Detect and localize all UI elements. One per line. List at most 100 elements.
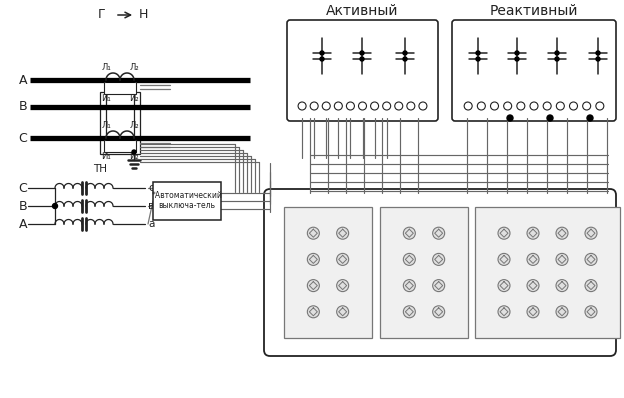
Circle shape [337,227,349,239]
Bar [106,136,134,140]
Circle shape [308,280,319,292]
Circle shape [403,254,416,265]
Circle shape [557,102,564,110]
Text: с: с [148,183,154,193]
Circle shape [432,227,445,239]
Text: В: В [19,199,27,213]
Circle shape [498,254,510,265]
Circle shape [527,254,539,265]
Circle shape [476,57,480,61]
Circle shape [596,102,604,110]
Circle shape [490,102,499,110]
Circle shape [556,280,568,292]
Bar [106,78,134,82]
Text: И₁: И₁ [101,94,111,103]
Text: И₂: И₂ [129,94,139,103]
Circle shape [570,102,577,110]
Circle shape [517,102,525,110]
Text: Н: Н [139,8,148,21]
Circle shape [587,115,593,121]
Circle shape [322,102,330,110]
Circle shape [308,227,319,239]
Circle shape [432,306,445,318]
Text: Активный: Активный [326,4,399,18]
Circle shape [403,280,416,292]
Circle shape [359,102,366,110]
Bar [153,182,221,220]
Circle shape [507,115,513,121]
Circle shape [585,306,597,318]
Text: в: в [148,201,154,211]
Text: С: С [19,131,27,144]
Circle shape [543,102,551,110]
Circle shape [132,150,136,154]
Circle shape [527,280,539,292]
Text: В: В [19,101,27,113]
Circle shape [596,57,600,61]
Circle shape [298,102,306,110]
Text: Л₁: Л₁ [101,121,111,130]
Circle shape [585,254,597,265]
Circle shape [498,227,510,239]
Circle shape [476,51,480,55]
Circle shape [419,102,427,110]
Bar [100,92,140,154]
Circle shape [547,115,553,121]
Circle shape [585,280,597,292]
Circle shape [555,57,559,61]
Circle shape [515,51,519,55]
Circle shape [403,51,407,55]
Circle shape [407,102,415,110]
Text: И₁: И₁ [101,152,111,161]
FancyBboxPatch shape [264,189,616,356]
Text: Л₂: Л₂ [129,63,139,72]
Circle shape [360,51,364,55]
Text: С: С [19,181,27,195]
Text: Г: Г [98,8,106,21]
Circle shape [395,102,402,110]
Text: выключа-тель: выключа-тель [158,201,215,211]
Circle shape [515,57,519,61]
Circle shape [464,102,472,110]
Circle shape [432,280,445,292]
FancyBboxPatch shape [452,20,616,121]
Circle shape [527,227,539,239]
Circle shape [346,102,354,110]
Circle shape [498,280,510,292]
Text: А: А [19,217,27,230]
Circle shape [52,203,57,209]
Circle shape [530,102,538,110]
Bar [104,140,136,152]
Circle shape [334,102,343,110]
Circle shape [337,306,349,318]
Text: Реактивный: Реактивный [490,4,578,18]
Circle shape [308,306,319,318]
Circle shape [320,57,324,61]
Circle shape [556,306,568,318]
Circle shape [585,227,597,239]
Circle shape [504,102,512,110]
Text: И₂: И₂ [129,152,139,161]
Circle shape [555,51,559,55]
Circle shape [477,102,485,110]
Text: Л₂: Л₂ [129,121,139,130]
Circle shape [403,57,407,61]
Bar [104,82,136,94]
Circle shape [310,102,318,110]
Bar [284,207,372,338]
FancyBboxPatch shape [287,20,438,121]
Circle shape [498,306,510,318]
Text: Л₁: Л₁ [101,63,111,72]
Text: *Автоматический: *Автоматический [152,191,222,201]
Circle shape [596,51,600,55]
Circle shape [403,306,416,318]
Circle shape [337,280,349,292]
Bar [380,207,468,338]
Bar [475,207,620,338]
Text: А: А [19,74,27,86]
Text: ТН: ТН [93,164,107,174]
Circle shape [583,102,591,110]
Text: а: а [148,219,154,229]
Circle shape [320,51,324,55]
Circle shape [432,254,445,265]
